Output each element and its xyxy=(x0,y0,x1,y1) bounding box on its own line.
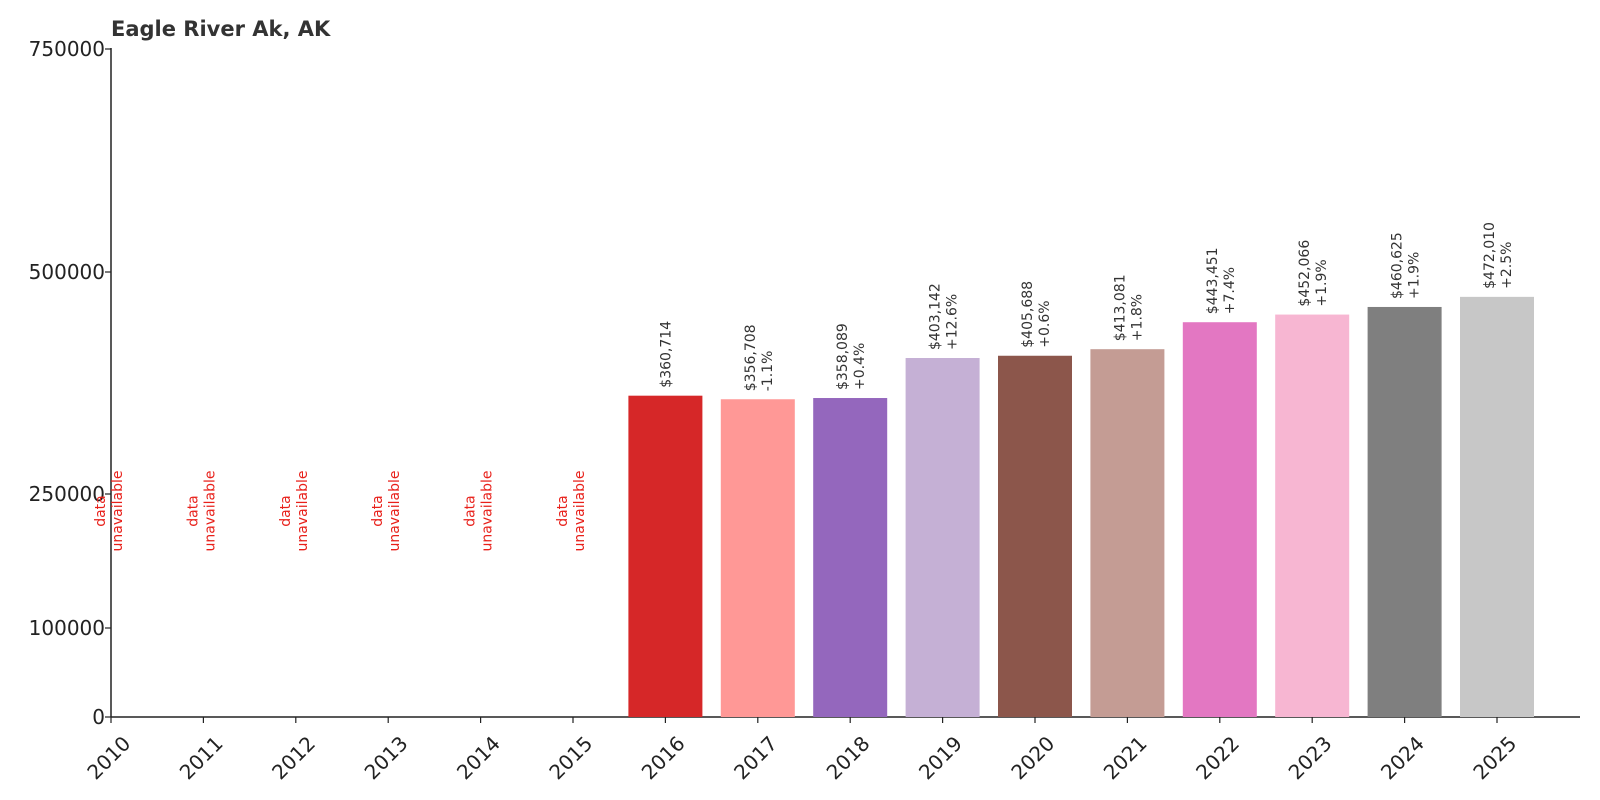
chart-title: Eagle River Ak, AK xyxy=(111,17,331,41)
y-axis: 0 100000 250000 500000 750000 xyxy=(29,37,112,729)
x-tick-label: 2011 xyxy=(175,731,228,784)
bar-value-label: $403,142 +12.6% xyxy=(928,283,961,350)
bar-change-text: +1.8% xyxy=(1129,294,1145,341)
x-tick-label: 2015 xyxy=(544,731,597,784)
x-tick-label: 2010 xyxy=(82,731,135,784)
data-unavailable-label: data unavailable xyxy=(278,471,311,552)
data-unavailable-text: unavailable xyxy=(110,471,126,552)
bar-value-text: $413,081 xyxy=(1112,274,1128,341)
bar xyxy=(628,395,703,717)
bar-change-text: +12.6% xyxy=(945,294,961,350)
bar-value-label: $356,708 -1.1% xyxy=(743,324,776,391)
bar-value-label: $452,066 +1.9% xyxy=(1297,240,1330,307)
data-unavailable-text: unavailable xyxy=(295,471,311,552)
x-tick-label: 2017 xyxy=(729,731,782,784)
bar-value-text: $356,708 xyxy=(743,324,759,391)
x-tick-label: 2024 xyxy=(1376,731,1429,784)
bar xyxy=(905,358,980,717)
data-unavailable-text: data xyxy=(185,495,201,527)
bar-change-text: +2.5% xyxy=(1499,242,1515,289)
bar-change-text: +0.6% xyxy=(1037,300,1053,347)
x-tick-label: 2023 xyxy=(1284,731,1337,784)
x-tick-label: 2021 xyxy=(1099,731,1152,784)
bar-value-label: $460,625 +1.9% xyxy=(1390,232,1423,299)
data-unavailable-text: unavailable xyxy=(202,471,218,552)
x-tick-label: 2018 xyxy=(822,731,875,784)
y-tick-label: 500000 xyxy=(29,260,105,284)
data-unavailable-text: unavailable xyxy=(480,471,496,552)
bar-change-text: -1.1% xyxy=(760,351,776,392)
bar xyxy=(720,399,795,717)
bar-value-text: $360,714 xyxy=(658,321,674,388)
data-unavailable-text: data xyxy=(463,495,479,527)
bar-value-text: $403,142 xyxy=(928,283,944,350)
x-tick-label: 2014 xyxy=(452,731,505,784)
x-tick-label: 2020 xyxy=(1006,731,1059,784)
bar-value-text: $460,625 xyxy=(1390,232,1406,299)
bar xyxy=(1275,314,1350,717)
data-unavailable-label: data unavailable xyxy=(185,471,218,552)
bar-value-text: $443,451 xyxy=(1205,247,1221,314)
x-axis: 2010 2011 2012 2013 2014 2015 2016 2017 2018 2019… xyxy=(82,716,1580,784)
data-unavailable-label: data unavailable xyxy=(555,471,588,552)
bar-value-label: $443,451 +7.4% xyxy=(1205,247,1238,314)
bar-change-text: +1.9% xyxy=(1407,252,1423,299)
bar-value-text: $472,010 xyxy=(1482,222,1498,289)
bar-value-text: $452,066 xyxy=(1297,240,1313,307)
bars xyxy=(628,296,1534,717)
y-tick-label: 750000 xyxy=(29,37,105,61)
x-tick-label: 2016 xyxy=(637,731,690,784)
y-tick-label: 250000 xyxy=(29,482,105,506)
bar-change-text: +0.4% xyxy=(852,343,868,390)
bar-value-label: $472,010 +2.5% xyxy=(1482,222,1515,289)
data-unavailable-label: data unavailable xyxy=(93,471,126,552)
data-unavailable-label: data unavailable xyxy=(463,471,496,552)
data-unavailable-text: data xyxy=(93,495,109,527)
x-tick-label: 2019 xyxy=(914,731,967,784)
bar-value-text: $358,089 xyxy=(835,323,851,390)
bar xyxy=(998,355,1072,717)
y-tick-label: 100000 xyxy=(29,616,105,640)
bar-change-text: +1.9% xyxy=(1314,259,1330,306)
value-labels: data unavailable data unavailable data unavai… xyxy=(93,222,1515,551)
bar-value-text: $405,688 xyxy=(1020,281,1036,348)
data-unavailable-text: data xyxy=(555,495,571,527)
bar-change-text: +7.4% xyxy=(1222,267,1238,314)
bar-value-label: $413,081 +1.8% xyxy=(1112,274,1145,341)
bar xyxy=(1367,306,1442,717)
x-tick-label: 2025 xyxy=(1468,731,1521,784)
bar xyxy=(1090,349,1165,717)
x-tick-label: 2013 xyxy=(360,731,413,784)
data-unavailable-text: unavailable xyxy=(572,471,588,552)
data-unavailable-text: data xyxy=(278,495,294,527)
bar xyxy=(1182,322,1257,717)
bar-value-label: $358,089 +0.4% xyxy=(835,323,868,390)
data-unavailable-label: data unavailable xyxy=(370,471,403,552)
data-unavailable-text: unavailable xyxy=(387,471,403,552)
bar-value-label: $405,688 +0.6% xyxy=(1020,281,1053,348)
data-unavailable-text: data xyxy=(370,495,386,527)
x-tick-label: 2012 xyxy=(267,731,320,784)
bar xyxy=(813,398,888,717)
x-tick-label: 2022 xyxy=(1191,731,1244,784)
bar xyxy=(1460,296,1534,717)
y-tick-label: 0 xyxy=(92,705,105,729)
bar-value-label: $360,714 xyxy=(658,321,674,388)
